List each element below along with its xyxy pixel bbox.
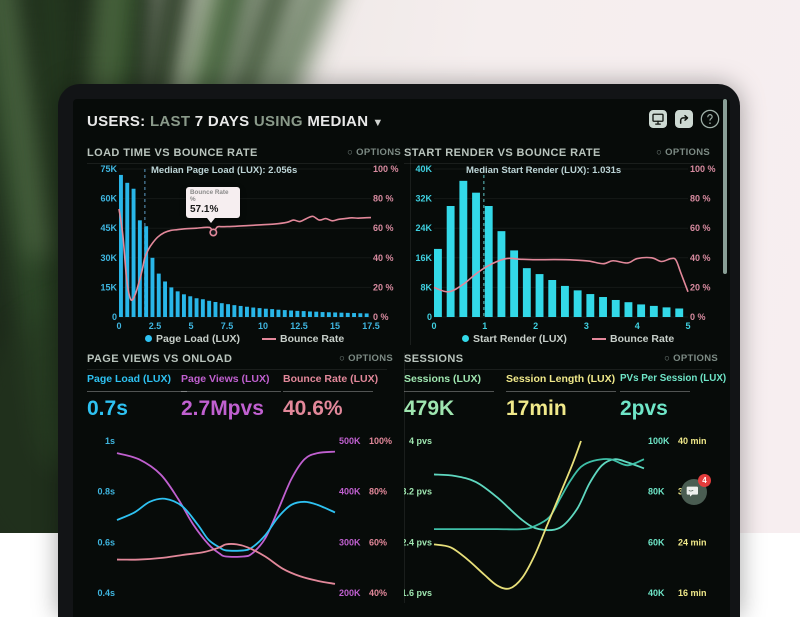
svg-text:10: 10	[258, 321, 268, 331]
svg-text:16 min: 16 min	[678, 588, 707, 598]
svg-text:200K: 200K	[339, 588, 361, 598]
svg-text:80K: 80K	[648, 487, 665, 497]
svg-text:20 %: 20 %	[373, 282, 394, 292]
svg-text:4: 4	[635, 321, 640, 331]
svg-text:60 %: 60 %	[373, 223, 394, 233]
svg-text:75K: 75K	[100, 164, 117, 174]
svg-text:3: 3	[584, 321, 589, 331]
svg-text:40 %: 40 %	[690, 253, 711, 263]
svg-text:1s: 1s	[105, 436, 115, 446]
svg-text:7.5: 7.5	[221, 321, 234, 331]
svg-text:80%: 80%	[369, 487, 387, 497]
svg-text:45K: 45K	[100, 223, 117, 233]
svg-text:500K: 500K	[339, 436, 361, 446]
svg-text:60K: 60K	[100, 194, 117, 204]
svg-text:17.5: 17.5	[362, 321, 380, 331]
svg-text:16K: 16K	[415, 253, 432, 263]
svg-text:2.5: 2.5	[149, 321, 162, 331]
svg-text:30K: 30K	[100, 253, 117, 263]
svg-text:1: 1	[482, 321, 487, 331]
svg-text:24K: 24K	[415, 223, 432, 233]
svg-text:60%: 60%	[369, 537, 387, 547]
svg-text:80 %: 80 %	[690, 194, 711, 204]
svg-text:100%: 100%	[369, 436, 392, 446]
svg-text:0: 0	[116, 321, 121, 331]
svg-text:0 %: 0 %	[690, 312, 706, 322]
svg-text:24 min: 24 min	[678, 537, 707, 547]
svg-text:300K: 300K	[339, 537, 361, 547]
svg-text:40K: 40K	[648, 588, 665, 598]
svg-text:0.4s: 0.4s	[97, 588, 115, 598]
svg-text:400K: 400K	[339, 487, 361, 497]
svg-text:60K: 60K	[648, 537, 665, 547]
svg-text:1.6 pvs: 1.6 pvs	[404, 588, 432, 598]
svg-text:0.6s: 0.6s	[97, 537, 115, 547]
svg-text:8K: 8K	[420, 282, 432, 292]
svg-text:100 %: 100 %	[690, 164, 716, 174]
svg-text:60 %: 60 %	[690, 223, 711, 233]
svg-text:2: 2	[533, 321, 538, 331]
svg-text:4 pvs: 4 pvs	[409, 436, 432, 446]
svg-text:40K: 40K	[415, 164, 432, 174]
svg-text:40%: 40%	[369, 588, 387, 598]
svg-text:100 %: 100 %	[373, 164, 399, 174]
svg-text:80 %: 80 %	[373, 194, 394, 204]
svg-text:12.5: 12.5	[290, 321, 308, 331]
svg-text:5: 5	[188, 321, 193, 331]
svg-text:40 %: 40 %	[373, 253, 394, 263]
svg-text:100K: 100K	[648, 436, 670, 446]
svg-text:2.4 pvs: 2.4 pvs	[404, 537, 432, 547]
svg-text:5: 5	[685, 321, 690, 331]
svg-text:3.2 pvs: 3.2 pvs	[404, 487, 432, 497]
svg-text:40 min: 40 min	[678, 436, 707, 446]
svg-text:0.8s: 0.8s	[97, 487, 115, 497]
svg-text:0: 0	[431, 321, 436, 331]
svg-text:32K: 32K	[415, 194, 432, 204]
svg-text:15K: 15K	[100, 282, 117, 292]
svg-text:15: 15	[330, 321, 340, 331]
svg-text:20 %: 20 %	[690, 282, 711, 292]
